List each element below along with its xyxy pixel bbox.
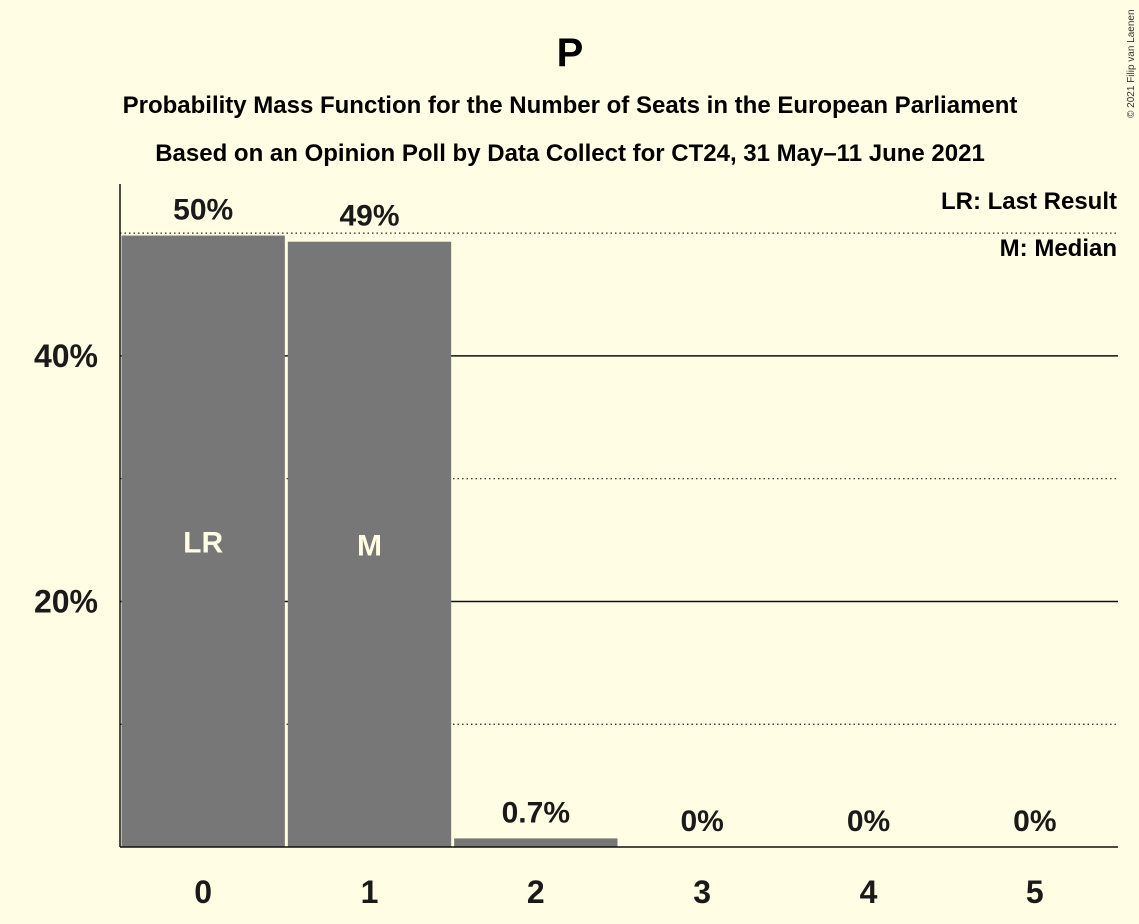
y-tick-40: 40% (34, 338, 98, 374)
x-tick-0: 0 (194, 874, 212, 910)
x-tick-1: 1 (361, 874, 379, 910)
data-label-5: 0% (1013, 805, 1056, 838)
x-tick-2: 2 (527, 874, 545, 910)
y-tick-20: 20% (34, 583, 98, 619)
axes (119, 184, 1118, 848)
copyright-note: © 2021 Filip van Laenen (1126, 9, 1137, 118)
chart-title: P (557, 31, 584, 75)
bar-2 (454, 838, 618, 847)
data-label-1: 49% (339, 200, 399, 233)
x-tick-4: 4 (860, 874, 878, 910)
data-label-0: 50% (173, 194, 233, 227)
legend-last-result: LR: Last Result (941, 188, 1117, 215)
data-label-4: 0% (847, 805, 890, 838)
x-tick-3: 3 (693, 874, 711, 910)
x-tick-5: 5 (1026, 874, 1044, 910)
data-label-3: 0% (680, 805, 723, 838)
bar-1 (287, 241, 452, 847)
gridlines (120, 232, 1118, 725)
bar-marker-lr: LR (183, 526, 223, 559)
chart-subtitle-2: Based on an Opinion Poll by Data Collect… (155, 140, 985, 167)
bar-0 (121, 235, 285, 848)
bar-marker-m: M (357, 529, 382, 562)
bars (121, 235, 618, 848)
chart-subtitle-1: Probability Mass Function for the Number… (123, 92, 1018, 119)
data-label-2: 0.7% (502, 796, 570, 829)
legend-median: M: Median (1000, 235, 1117, 262)
